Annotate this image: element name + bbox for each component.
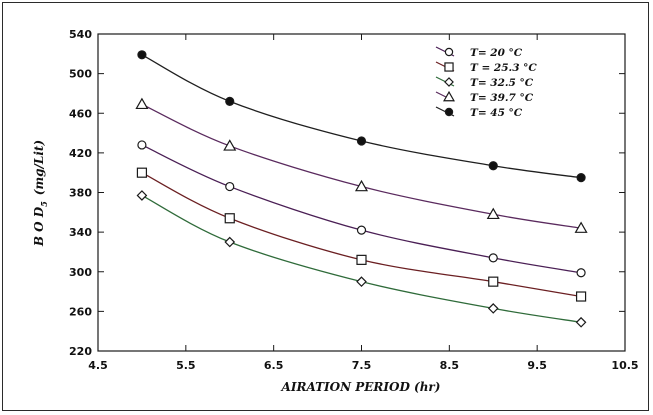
data-point bbox=[575, 316, 587, 328]
data-point bbox=[575, 291, 587, 302]
data-point bbox=[136, 167, 148, 178]
data-point bbox=[135, 97, 149, 110]
data-point bbox=[488, 276, 499, 287]
legend-marker bbox=[444, 77, 454, 87]
legend-marker bbox=[444, 107, 454, 117]
bod-chart: 4.5 5.5 6.5 7.5 8.5 9.5 10.5 220 260 300 340 380 420… bbox=[32, 28, 639, 394]
ticks: 4.5 5.5 6.5 7.5 8.5 9.5 10.5 220 260 300 340 380 420… bbox=[69, 28, 639, 372]
series-3 bbox=[135, 97, 588, 233]
legend-marker bbox=[444, 47, 454, 57]
x-tick-label: 4.5 bbox=[88, 359, 108, 372]
data-point bbox=[488, 253, 498, 263]
legend-item: T= 45 °C bbox=[435, 106, 523, 119]
data-point bbox=[356, 254, 367, 265]
y-tick-label: 220 bbox=[69, 345, 92, 358]
data-point bbox=[137, 50, 147, 60]
x-tick-label: 8.5 bbox=[440, 359, 460, 372]
legend-label: T= 45 °C bbox=[470, 107, 523, 119]
data-point bbox=[224, 236, 236, 248]
data-point bbox=[486, 207, 500, 220]
x-tick-label: 7.5 bbox=[352, 359, 372, 372]
data-point bbox=[356, 276, 367, 288]
data-point bbox=[223, 139, 237, 151]
legend: T= 20 °C T = 25.3 °C T= 32.5 °C T= 39.7 °C T… bbox=[435, 46, 537, 119]
legend-item: T = 25.3 °C bbox=[435, 61, 537, 74]
legend-label: T= 20 °C bbox=[470, 47, 523, 59]
data-point bbox=[356, 225, 367, 235]
data-point bbox=[576, 173, 586, 183]
data-point bbox=[356, 136, 367, 146]
data-point bbox=[225, 96, 235, 106]
y-tick-label: 500 bbox=[69, 68, 92, 81]
y-tick-label: 540 bbox=[69, 28, 92, 41]
y-axis-title-subscript: 5 bbox=[39, 201, 49, 207]
data-point bbox=[137, 140, 147, 150]
x-tick-label: 10.5 bbox=[611, 359, 638, 372]
series-0 bbox=[137, 140, 586, 278]
legend-label: T= 39.7 °C bbox=[470, 92, 534, 104]
legend-item: T= 39.7 °C bbox=[435, 90, 534, 104]
legend-marker bbox=[443, 90, 455, 102]
data-point bbox=[487, 303, 499, 314]
data-point bbox=[136, 190, 148, 201]
x-tick-label: 9.5 bbox=[527, 359, 547, 372]
series-4 bbox=[137, 50, 586, 183]
data-point bbox=[488, 161, 498, 171]
data-point bbox=[576, 268, 586, 278]
legend-marker bbox=[444, 62, 454, 72]
legend-label: T = 25.3 °C bbox=[470, 62, 537, 74]
series-layer bbox=[135, 50, 588, 328]
data-point bbox=[574, 221, 588, 233]
legend-label: T= 32.5 °C bbox=[470, 77, 534, 89]
x-tick-label: 5.5 bbox=[176, 359, 196, 372]
y-tick-label: 340 bbox=[69, 226, 92, 239]
y-axis-title-main: B O D bbox=[32, 206, 46, 247]
data-point bbox=[225, 181, 235, 192]
series-1 bbox=[136, 167, 587, 302]
y-axis-title: B O D5 (mg/Lit) bbox=[32, 140, 49, 247]
x-axis-title: AIRATION PERIOD (hr) bbox=[281, 380, 441, 394]
plot-area bbox=[97, 33, 626, 352]
y-axis-title-unit: (mg/Lit) bbox=[32, 140, 46, 195]
legend-item: T= 32.5 °C bbox=[435, 76, 534, 89]
chart-frame: 4.5 5.5 6.5 7.5 8.5 9.5 10.5 220 260 300 340 380 420… bbox=[2, 2, 649, 411]
data-point bbox=[354, 179, 369, 192]
y-tick-label: 260 bbox=[69, 305, 92, 318]
y-tick-label: 460 bbox=[69, 107, 92, 120]
y-tick-label: 420 bbox=[69, 147, 92, 160]
y-tick-label: 380 bbox=[69, 187, 92, 200]
data-point bbox=[224, 213, 235, 224]
x-tick-label: 6.5 bbox=[264, 359, 284, 372]
legend-item: T= 20 °C bbox=[435, 46, 523, 59]
y-tick-label: 300 bbox=[69, 266, 92, 279]
series-2 bbox=[136, 190, 587, 328]
